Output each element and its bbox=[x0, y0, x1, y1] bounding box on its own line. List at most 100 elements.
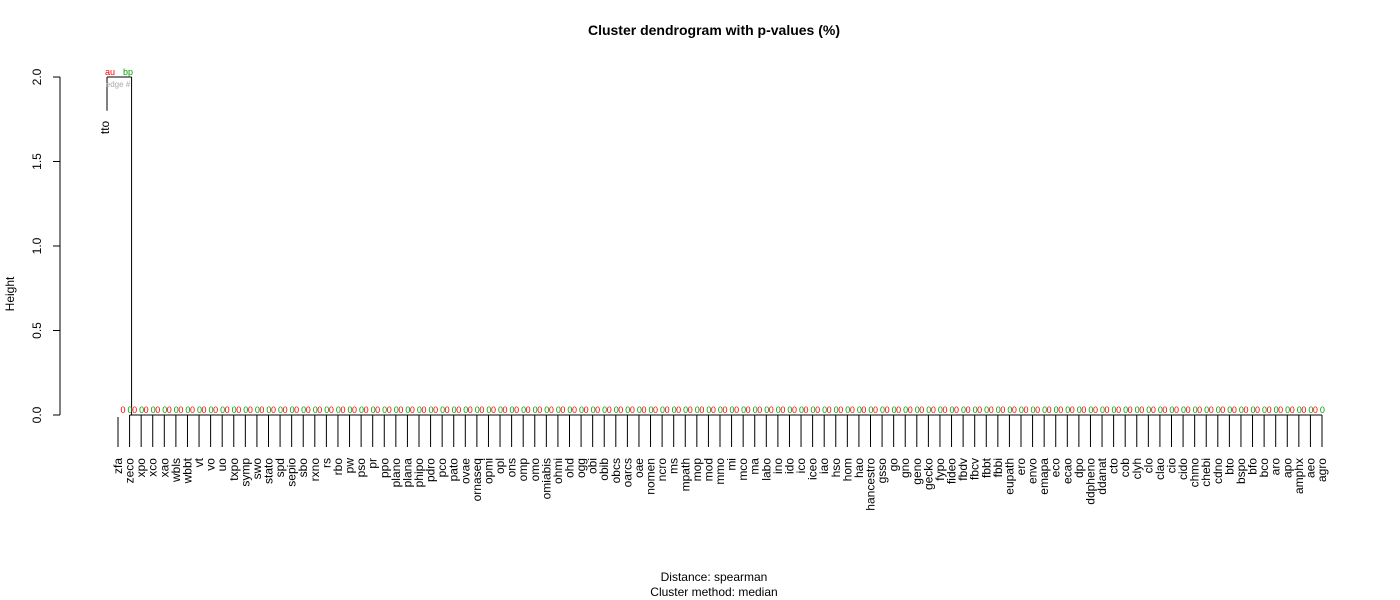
bp-value: 0 bbox=[278, 405, 283, 415]
leaf-label: fbcv bbox=[968, 458, 982, 480]
bp-value: 0 bbox=[544, 405, 549, 415]
leaf-label: ornaseq bbox=[470, 458, 484, 501]
leaf-label: ino bbox=[771, 458, 785, 474]
bp-value: 0 bbox=[637, 405, 642, 415]
bp-value: 0 bbox=[1146, 405, 1151, 415]
leaf-label: obcs bbox=[609, 458, 623, 483]
leaf-label: oae bbox=[632, 458, 646, 478]
bp-value: 0 bbox=[162, 405, 167, 415]
leaf-label: hom bbox=[840, 458, 854, 481]
bp-value: 0 bbox=[1135, 405, 1140, 415]
au-value: 0 bbox=[167, 405, 172, 415]
au-value: 0 bbox=[433, 405, 438, 415]
au-value: 0 bbox=[537, 405, 542, 415]
bp-value: 0 bbox=[857, 405, 862, 415]
au-value: 0 bbox=[387, 405, 392, 415]
leaf-label: xpo bbox=[134, 458, 148, 478]
bp-value: 0 bbox=[787, 405, 792, 415]
leaf-label: obib bbox=[597, 458, 611, 481]
bp-value: 0 bbox=[1216, 405, 1221, 415]
bp-value: 0 bbox=[475, 405, 480, 415]
au-value: 0 bbox=[572, 405, 577, 415]
bp-value: 0 bbox=[741, 405, 746, 415]
leaf-label: gecko bbox=[921, 458, 935, 490]
au-value: 0 bbox=[1093, 405, 1098, 415]
leaf-label: clyh bbox=[1130, 458, 1144, 479]
au-value: 0 bbox=[190, 405, 195, 415]
bp-value: 0 bbox=[510, 405, 515, 415]
au-value: 0 bbox=[1139, 405, 1144, 415]
leaf-label: opl bbox=[493, 458, 507, 474]
bp-value: 0 bbox=[961, 405, 966, 415]
bp-value: 0 bbox=[1320, 405, 1325, 415]
leaf-label-tto: tto bbox=[98, 120, 112, 134]
au-value: 0 bbox=[421, 405, 426, 415]
leaf-label: ido bbox=[782, 458, 796, 474]
leaf-label: bspo bbox=[1234, 458, 1248, 484]
bp-value: 0 bbox=[799, 405, 804, 415]
bp-value: 0 bbox=[973, 405, 978, 415]
y-tick-label: 0.0 bbox=[30, 406, 44, 423]
au-value: 0 bbox=[120, 405, 125, 415]
bp-value: 0 bbox=[1250, 405, 1255, 415]
bp-value: 0 bbox=[174, 405, 179, 415]
au-value: 0 bbox=[966, 405, 971, 415]
bp-value: 0 bbox=[718, 405, 723, 415]
au-value: 0 bbox=[1128, 405, 1133, 415]
bp-value: 0 bbox=[1007, 405, 1012, 415]
au-value: 0 bbox=[410, 405, 415, 415]
bp-value: 0 bbox=[417, 405, 422, 415]
leaf-label: swo bbox=[250, 458, 264, 480]
au-value: 0 bbox=[225, 405, 230, 415]
bp-value: 0 bbox=[556, 405, 561, 415]
leaf-label: pdro bbox=[424, 458, 438, 482]
au-value: 0 bbox=[1209, 405, 1214, 415]
au-value: 0 bbox=[468, 405, 473, 415]
leaf-label: cto bbox=[1107, 458, 1121, 474]
leaf-label: rs bbox=[319, 458, 333, 468]
leaf-label: fypo bbox=[933, 458, 947, 481]
bp-value: 0 bbox=[1169, 405, 1174, 415]
leaf-label: mpath bbox=[678, 458, 692, 491]
bp-value: 0 bbox=[567, 405, 572, 415]
au-value: 0 bbox=[155, 405, 160, 415]
leaf-label: aeo bbox=[1303, 458, 1317, 478]
leaf-label: phipo bbox=[412, 458, 426, 488]
au-value: 0 bbox=[352, 405, 357, 415]
au-header: au bbox=[105, 67, 115, 77]
leaf-label: zeco bbox=[123, 458, 137, 484]
bp-value: 0 bbox=[591, 405, 596, 415]
bp-value: 0 bbox=[984, 405, 989, 415]
au-value: 0 bbox=[375, 405, 380, 415]
au-value: 0 bbox=[1243, 405, 1248, 415]
au-value: 0 bbox=[873, 405, 878, 415]
au-value: 0 bbox=[1278, 405, 1283, 415]
au-value: 0 bbox=[1197, 405, 1202, 415]
au-value: 0 bbox=[931, 405, 936, 415]
au-value: 0 bbox=[804, 405, 809, 415]
bp-value: 0 bbox=[845, 405, 850, 415]
bp-value: 0 bbox=[232, 405, 237, 415]
bp-value: 0 bbox=[1239, 405, 1244, 415]
bp-value: 0 bbox=[926, 405, 931, 415]
y-axis-label: Height bbox=[3, 276, 17, 311]
leaf-label: iao bbox=[817, 458, 831, 474]
leaf-label: xao bbox=[157, 458, 171, 478]
au-value: 0 bbox=[503, 405, 508, 415]
au-value: 0 bbox=[746, 405, 751, 415]
au-value: 0 bbox=[479, 405, 484, 415]
leaf-label: clao bbox=[1153, 458, 1167, 480]
leaf-label: eco bbox=[1049, 458, 1063, 478]
y-tick-label: 1.0 bbox=[30, 237, 44, 254]
au-value: 0 bbox=[919, 405, 924, 415]
au-value: 0 bbox=[838, 405, 843, 415]
leaf-label: stato bbox=[262, 458, 276, 484]
au-value: 0 bbox=[989, 405, 994, 415]
bp-value: 0 bbox=[822, 405, 827, 415]
au-value: 0 bbox=[1151, 405, 1156, 415]
bp-value: 0 bbox=[347, 405, 352, 415]
au-value: 0 bbox=[792, 405, 797, 415]
bp-value: 0 bbox=[868, 405, 873, 415]
au-value: 0 bbox=[329, 405, 334, 415]
bp-value: 0 bbox=[1158, 405, 1163, 415]
